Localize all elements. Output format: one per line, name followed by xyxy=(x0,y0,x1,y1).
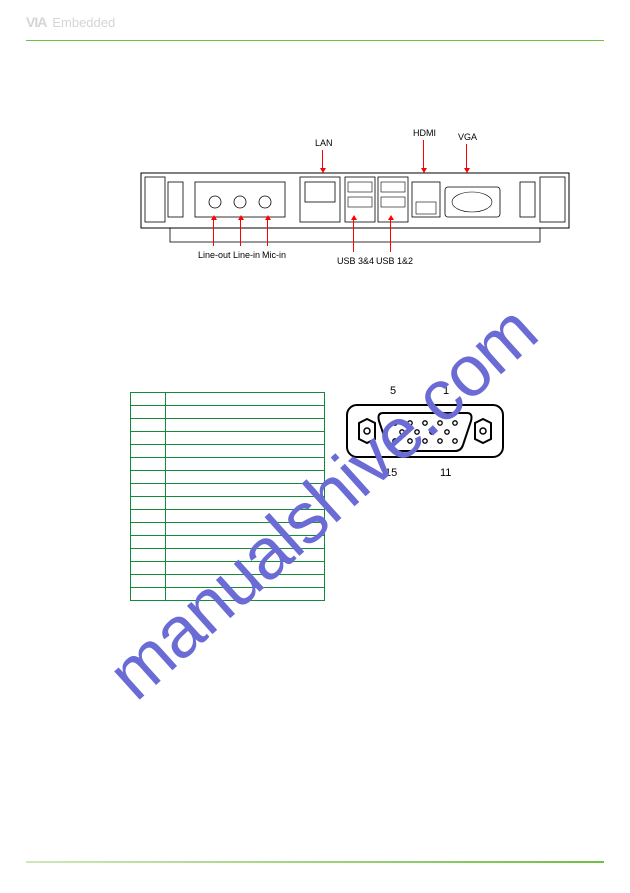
table-row xyxy=(131,393,325,406)
arrow-usb12 xyxy=(390,220,391,252)
table-row xyxy=(131,471,325,484)
page-header: VIA Embedded xyxy=(26,14,115,30)
backpanel-diagram: LAN HDMI VGA xyxy=(140,140,570,270)
table-row xyxy=(131,406,325,419)
table-row xyxy=(131,575,325,588)
table-row xyxy=(131,497,325,510)
label-vga: VGA xyxy=(458,132,477,142)
label-hdmi: HDMI xyxy=(413,128,436,138)
footer-divider xyxy=(26,861,604,863)
label-micin: Mic-in xyxy=(262,250,286,260)
vga-pin11: 11 xyxy=(440,467,451,479)
label-lan: LAN xyxy=(315,138,333,148)
vga-pin1: 1 xyxy=(443,385,449,397)
table xyxy=(130,392,325,601)
table-row xyxy=(131,549,325,562)
arrow-lineout xyxy=(213,220,214,246)
brand-text: Embedded xyxy=(52,15,115,30)
table-row xyxy=(131,484,325,497)
vga-pin5: 5 xyxy=(390,385,396,397)
table-row xyxy=(131,588,325,601)
arrow-linein xyxy=(240,220,241,246)
vga-svg xyxy=(345,395,505,467)
label-usb12: USB 1&2 xyxy=(376,256,413,266)
vga-pin15: 15 xyxy=(385,467,397,479)
table-row xyxy=(131,523,325,536)
label-usb34: USB 3&4 xyxy=(337,256,374,266)
arrow-usb34 xyxy=(353,220,354,252)
table-row xyxy=(131,510,325,523)
label-linein: Line-in xyxy=(233,250,260,260)
arrow-hdmi xyxy=(423,140,424,168)
arrow-micin xyxy=(267,220,268,246)
table-row xyxy=(131,445,325,458)
table-row xyxy=(131,432,325,445)
label-lineout: Line-out xyxy=(198,250,231,260)
header-divider xyxy=(26,40,604,41)
table-row xyxy=(131,536,325,549)
arrow-vga xyxy=(466,144,467,168)
table-row xyxy=(131,419,325,432)
vga-connector-diagram: 5 1 15 11 xyxy=(345,395,505,485)
arrow-lan xyxy=(322,150,323,168)
table-row xyxy=(131,458,325,471)
table-row xyxy=(131,562,325,575)
via-logo: VIA xyxy=(26,14,46,30)
pinout-table xyxy=(130,392,325,601)
